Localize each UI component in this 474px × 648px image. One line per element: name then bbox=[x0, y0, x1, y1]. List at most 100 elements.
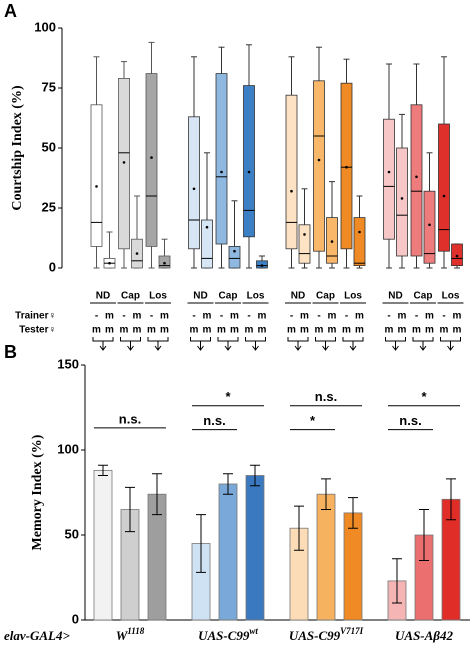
group-label: UAS-Aβ42 bbox=[395, 628, 453, 643]
condition-label: Los bbox=[149, 291, 167, 302]
group-label-sup: V717I bbox=[340, 626, 364, 636]
trainer: m bbox=[258, 311, 267, 322]
bracket bbox=[217, 337, 239, 351]
mean-dot bbox=[192, 187, 196, 191]
mean-dot bbox=[290, 189, 293, 193]
error-bar bbox=[196, 514, 206, 573]
group-label-sup: wt bbox=[249, 626, 258, 636]
tester: m bbox=[453, 325, 462, 336]
bracket bbox=[412, 337, 434, 351]
box bbox=[243, 85, 255, 238]
tester: m bbox=[203, 325, 212, 336]
tester: m bbox=[315, 325, 324, 336]
panel-letter: A bbox=[4, 1, 17, 21]
group-label-base: UAS-C99 bbox=[198, 628, 250, 643]
tester: m bbox=[190, 325, 199, 336]
trainer: m bbox=[203, 311, 212, 322]
bracket bbox=[385, 337, 406, 351]
panel-letter: B bbox=[4, 342, 17, 362]
box bbox=[90, 104, 103, 247]
trainer: m bbox=[355, 311, 364, 322]
tester: m bbox=[355, 325, 364, 336]
y-tick-label: 0 bbox=[72, 611, 79, 626]
error-bar bbox=[419, 509, 429, 561]
y-tick-label: 50 bbox=[65, 526, 79, 541]
tester: m bbox=[147, 325, 156, 336]
box bbox=[313, 80, 325, 252]
mean-dot bbox=[233, 249, 236, 253]
condition-label: Cap bbox=[219, 291, 238, 302]
bracket bbox=[147, 337, 169, 351]
tester: m bbox=[217, 325, 226, 336]
box bbox=[285, 94, 298, 250]
mean-dot bbox=[108, 261, 111, 265]
trainer: m bbox=[300, 311, 309, 322]
error-bar bbox=[321, 478, 331, 510]
trainer: - bbox=[442, 311, 445, 322]
condition-label: ND bbox=[291, 291, 305, 302]
tester: m bbox=[328, 325, 337, 336]
error-bar bbox=[294, 505, 304, 551]
condition-label: Cap bbox=[414, 291, 433, 302]
bracket bbox=[120, 337, 141, 351]
y-axis-label: Courtship Index (%) bbox=[10, 85, 25, 211]
trainer: m bbox=[453, 311, 462, 322]
trainer: - bbox=[415, 311, 418, 322]
error-bar bbox=[125, 486, 135, 533]
tester: m bbox=[120, 325, 129, 336]
condition-label: Cap bbox=[316, 291, 335, 302]
trainer-label: Trainer♀ bbox=[15, 311, 56, 322]
trainer: - bbox=[290, 311, 293, 322]
group-label-base: UAS-Aβ42 bbox=[395, 628, 453, 643]
mean-dot bbox=[442, 194, 446, 198]
error-bar bbox=[348, 497, 358, 529]
group-label-sup: 1118 bbox=[127, 626, 145, 636]
tester: m bbox=[133, 325, 142, 336]
trainer: - bbox=[247, 311, 250, 322]
significance-label: n.s. bbox=[399, 413, 421, 428]
box bbox=[438, 123, 450, 252]
significance-label: n.s. bbox=[119, 411, 141, 426]
mean-dot bbox=[455, 254, 459, 258]
trainer: - bbox=[317, 311, 320, 322]
mean-dot bbox=[135, 252, 139, 255]
box bbox=[188, 116, 200, 250]
group-label: UAS-C99V717I bbox=[289, 626, 364, 643]
y-tick-label: 50 bbox=[42, 139, 56, 154]
significance-label: n.s. bbox=[203, 413, 225, 428]
error-bar bbox=[152, 473, 162, 516]
bracket bbox=[190, 337, 211, 351]
trainer: m bbox=[328, 311, 337, 322]
tester: m bbox=[300, 325, 309, 336]
mean-dot bbox=[345, 165, 348, 169]
box bbox=[298, 224, 311, 264]
condition-label: ND bbox=[193, 291, 207, 302]
error-bar bbox=[392, 558, 402, 604]
bar bbox=[218, 483, 238, 621]
tester-label: Tester♀ bbox=[19, 325, 56, 336]
mean-dot bbox=[415, 175, 418, 179]
bar bbox=[343, 512, 363, 621]
y-tick-label: 150 bbox=[57, 356, 79, 371]
y-tick-label: 25 bbox=[42, 199, 56, 214]
box bbox=[423, 190, 436, 264]
bracket bbox=[342, 337, 364, 351]
mean-dot bbox=[428, 223, 431, 227]
error-bar bbox=[250, 464, 260, 487]
trainer: - bbox=[150, 311, 153, 322]
mean-dot bbox=[330, 240, 334, 243]
mean-dot bbox=[247, 170, 251, 174]
bracket bbox=[245, 337, 266, 351]
condition-label: ND bbox=[388, 291, 402, 302]
significance-label: * bbox=[421, 389, 427, 404]
trainer: m bbox=[105, 311, 114, 322]
mean-dot bbox=[303, 233, 306, 236]
tester: m bbox=[440, 325, 449, 336]
y-tick-label: 100 bbox=[34, 19, 56, 34]
condition-label: ND bbox=[96, 291, 110, 302]
mean-dot bbox=[150, 156, 153, 159]
box bbox=[201, 219, 213, 269]
mean-dot bbox=[220, 170, 223, 174]
error-bar bbox=[446, 478, 456, 521]
bar bbox=[245, 475, 265, 621]
